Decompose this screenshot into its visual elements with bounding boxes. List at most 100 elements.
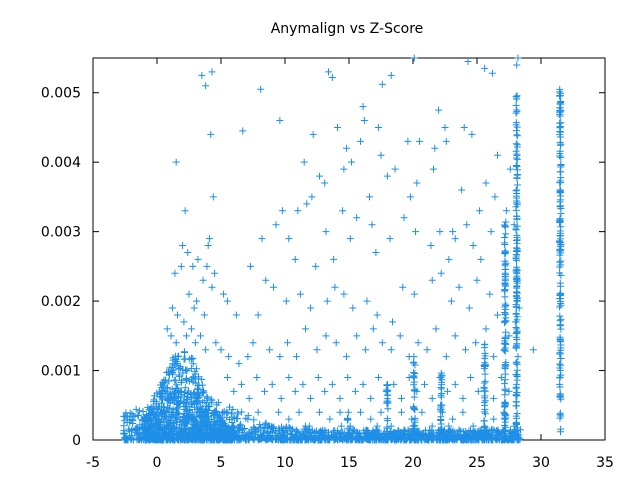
data-point bbox=[180, 349, 188, 357]
data-point bbox=[173, 426, 181, 434]
data-point bbox=[513, 329, 521, 337]
data-point bbox=[275, 408, 283, 416]
data-point bbox=[330, 255, 338, 263]
data-point bbox=[161, 412, 169, 420]
data-point bbox=[506, 165, 514, 173]
data-point bbox=[212, 339, 220, 347]
data-point bbox=[365, 193, 373, 201]
data-point bbox=[413, 179, 421, 187]
data-point bbox=[372, 426, 380, 434]
data-point bbox=[244, 412, 252, 420]
data-point bbox=[183, 403, 191, 411]
data-point bbox=[429, 165, 437, 173]
data-point bbox=[512, 154, 520, 162]
data-point bbox=[369, 325, 377, 333]
data-point bbox=[502, 218, 510, 226]
data-point bbox=[197, 403, 205, 411]
data-point bbox=[359, 380, 367, 388]
data-point bbox=[557, 140, 565, 148]
data-point bbox=[410, 378, 418, 386]
data-point bbox=[418, 408, 426, 416]
data-point bbox=[276, 117, 284, 125]
data-point bbox=[340, 290, 348, 298]
data-point bbox=[173, 381, 181, 389]
data-point bbox=[480, 423, 488, 431]
data-point bbox=[317, 434, 325, 442]
data-point bbox=[183, 413, 191, 421]
data-point bbox=[178, 376, 186, 384]
data-point bbox=[277, 394, 285, 402]
data-point bbox=[428, 394, 436, 402]
data-point bbox=[196, 419, 204, 427]
data-point bbox=[397, 408, 405, 416]
data-point bbox=[431, 434, 439, 442]
data-point bbox=[122, 412, 130, 420]
data-point bbox=[353, 428, 361, 436]
data-point bbox=[501, 344, 509, 352]
data-point bbox=[482, 325, 490, 333]
data-point bbox=[180, 355, 188, 363]
data-point bbox=[262, 276, 270, 284]
data-point bbox=[194, 255, 202, 263]
data-point bbox=[132, 405, 140, 413]
data-point bbox=[501, 272, 509, 280]
data-point bbox=[557, 346, 565, 354]
data-point bbox=[300, 158, 308, 166]
data-point bbox=[445, 255, 453, 263]
data-point bbox=[467, 373, 475, 381]
data-point bbox=[308, 427, 316, 435]
data-point bbox=[442, 353, 450, 361]
data-point bbox=[181, 399, 189, 407]
data-point bbox=[331, 283, 339, 291]
data-point bbox=[286, 424, 294, 432]
data-point bbox=[184, 393, 192, 401]
data-point bbox=[321, 426, 329, 434]
data-point bbox=[227, 427, 235, 435]
data-point bbox=[513, 252, 521, 260]
data-point bbox=[501, 311, 509, 319]
data-point bbox=[303, 431, 311, 439]
data-point bbox=[491, 193, 499, 201]
data-point bbox=[500, 319, 508, 327]
data-point bbox=[211, 269, 219, 277]
data-point bbox=[254, 311, 262, 319]
data-point bbox=[410, 393, 418, 401]
data-point bbox=[278, 207, 286, 215]
data-point bbox=[332, 339, 340, 347]
data-point bbox=[372, 248, 380, 256]
data-point bbox=[165, 430, 173, 438]
data-point bbox=[238, 408, 246, 416]
data-point bbox=[501, 234, 509, 242]
data-point bbox=[505, 387, 513, 395]
data-point bbox=[513, 239, 521, 247]
data-point bbox=[477, 255, 485, 263]
data-point bbox=[431, 144, 439, 152]
data-point bbox=[512, 147, 520, 155]
data-point bbox=[377, 408, 385, 416]
data-point bbox=[191, 403, 199, 411]
data-point bbox=[410, 372, 418, 380]
data-point bbox=[556, 428, 564, 436]
data-point bbox=[194, 375, 202, 383]
data-point bbox=[481, 354, 489, 362]
y-tick-label: 0.002 bbox=[41, 294, 81, 310]
data-point bbox=[301, 325, 309, 333]
data-point bbox=[501, 241, 509, 249]
data-point bbox=[213, 430, 221, 438]
data-point bbox=[210, 411, 218, 419]
data-point bbox=[282, 297, 290, 305]
data-point bbox=[529, 346, 537, 354]
data-point bbox=[493, 151, 501, 159]
x-tick-label: 20 bbox=[404, 455, 422, 471]
data-point bbox=[295, 408, 303, 416]
data-point bbox=[285, 373, 293, 381]
data-point bbox=[447, 427, 455, 435]
data-point bbox=[322, 228, 330, 236]
data-point bbox=[275, 424, 283, 432]
data-point bbox=[556, 128, 564, 136]
data-point bbox=[242, 432, 250, 440]
data-point bbox=[463, 221, 471, 229]
x-tick-label: 15 bbox=[340, 455, 358, 471]
data-point bbox=[344, 424, 352, 432]
data-point bbox=[202, 346, 210, 354]
